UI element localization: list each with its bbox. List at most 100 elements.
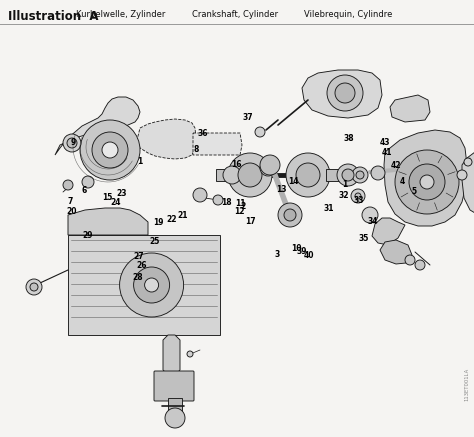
Circle shape [409, 164, 445, 200]
Circle shape [63, 180, 73, 190]
Text: 26: 26 [136, 261, 146, 270]
Circle shape [464, 158, 472, 166]
Text: 11: 11 [236, 199, 246, 208]
Text: 39: 39 [296, 247, 307, 256]
Circle shape [255, 127, 265, 137]
Text: 31: 31 [323, 205, 334, 213]
Circle shape [165, 408, 185, 428]
Circle shape [355, 193, 361, 199]
Circle shape [327, 75, 363, 111]
Text: 10: 10 [292, 244, 302, 253]
Polygon shape [380, 240, 412, 264]
Text: 19: 19 [154, 218, 164, 227]
Text: 35: 35 [359, 234, 369, 243]
Circle shape [134, 267, 170, 303]
Circle shape [223, 166, 241, 184]
Text: 42: 42 [391, 161, 401, 170]
Text: 29: 29 [82, 232, 93, 240]
Circle shape [342, 169, 354, 181]
Circle shape [278, 203, 302, 227]
Text: 7: 7 [67, 197, 73, 205]
Text: 5: 5 [411, 187, 416, 196]
Polygon shape [137, 119, 196, 159]
Polygon shape [384, 130, 467, 226]
Circle shape [63, 134, 81, 152]
Polygon shape [372, 218, 405, 245]
Bar [326, 169, 342, 181]
Text: 41: 41 [382, 148, 392, 156]
Polygon shape [55, 97, 140, 155]
Text: 40: 40 [303, 251, 314, 260]
Circle shape [415, 260, 425, 270]
Text: 18: 18 [221, 198, 231, 207]
Polygon shape [68, 208, 148, 235]
Bar [168, 398, 182, 420]
Text: 24: 24 [110, 198, 121, 207]
Polygon shape [163, 335, 180, 375]
Circle shape [213, 195, 223, 205]
Text: Crankshaft, Cylinder: Crankshaft, Cylinder [191, 10, 278, 19]
Text: 22: 22 [166, 215, 177, 224]
Circle shape [351, 189, 365, 203]
Text: 12: 12 [234, 207, 245, 216]
Circle shape [405, 255, 415, 265]
Text: 13: 13 [276, 185, 286, 194]
Circle shape [296, 163, 320, 187]
Circle shape [362, 207, 378, 223]
Text: 8: 8 [193, 145, 199, 154]
Circle shape [420, 175, 434, 189]
Circle shape [352, 167, 368, 183]
Polygon shape [193, 133, 242, 155]
Text: 14: 14 [288, 177, 298, 186]
Circle shape [67, 138, 77, 148]
Text: 113ET001LA: 113ET001LA [465, 368, 469, 401]
Circle shape [284, 209, 296, 221]
Text: 28: 28 [132, 273, 143, 282]
Circle shape [335, 83, 355, 103]
Text: 16: 16 [231, 160, 242, 169]
Circle shape [286, 153, 330, 197]
Circle shape [92, 132, 128, 168]
Circle shape [102, 142, 118, 158]
Text: 15: 15 [102, 194, 112, 202]
Circle shape [30, 283, 38, 291]
Bar [216, 169, 232, 181]
Text: 4: 4 [399, 177, 405, 186]
Polygon shape [302, 70, 382, 118]
Text: Vilebrequin, Cylindre: Vilebrequin, Cylindre [304, 10, 392, 19]
Text: 38: 38 [344, 134, 354, 142]
Circle shape [395, 150, 459, 214]
Text: 23: 23 [116, 189, 127, 198]
Circle shape [187, 351, 193, 357]
Bar [68, 235, 220, 335]
Text: Kurbelwelle, Zylinder: Kurbelwelle, Zylinder [76, 10, 165, 19]
Text: 21: 21 [177, 211, 188, 220]
Text: 33: 33 [354, 196, 364, 205]
Circle shape [26, 279, 42, 295]
Circle shape [356, 171, 364, 179]
Circle shape [260, 155, 280, 175]
Text: 36: 36 [198, 129, 208, 138]
Circle shape [193, 188, 207, 202]
Text: 9: 9 [71, 138, 76, 147]
Text: 32: 32 [339, 191, 349, 200]
Text: 2: 2 [240, 202, 246, 211]
Circle shape [457, 170, 467, 180]
Text: Illustration  A: Illustration A [8, 10, 99, 23]
Circle shape [371, 166, 385, 180]
Text: 20: 20 [67, 207, 77, 215]
FancyBboxPatch shape [154, 371, 194, 401]
Text: 17: 17 [245, 218, 255, 226]
Text: 1: 1 [137, 157, 143, 166]
Circle shape [119, 253, 183, 317]
Polygon shape [390, 95, 430, 122]
Circle shape [238, 163, 262, 187]
Text: 43: 43 [380, 138, 390, 146]
Text: 3: 3 [274, 250, 280, 259]
Circle shape [260, 160, 276, 176]
Circle shape [145, 278, 159, 292]
Circle shape [228, 153, 272, 197]
Text: 25: 25 [150, 237, 160, 246]
Polygon shape [462, 148, 474, 218]
Text: 6: 6 [81, 186, 87, 195]
